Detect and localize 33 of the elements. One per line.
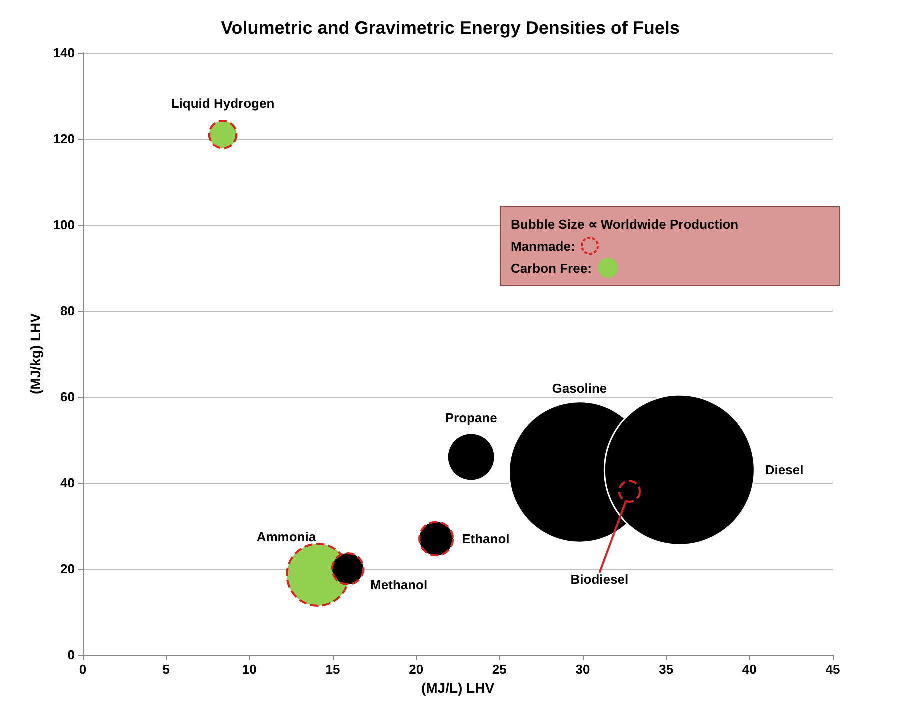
series-label: Diesel <box>765 462 804 478</box>
series-label: Ethanol <box>462 531 510 546</box>
y-tick-label: 40 <box>60 476 75 490</box>
annotation: Manmade: <box>511 238 576 254</box>
series-label: Methanol <box>370 578 428 592</box>
x-tick-label: 30 <box>576 662 590 677</box>
y-tick-label: 0 <box>68 648 75 662</box>
x-tick-label: 35 <box>659 662 674 677</box>
annotation: Bubble Size ∝ Worldwide Production <box>511 216 740 234</box>
x-tick-label: 10 <box>242 662 257 677</box>
chart-title: Volumetric and Gravimetric Energy Densities of Fuels <box>221 18 680 38</box>
y-tick-label: 80 <box>60 304 75 318</box>
y-tick-label: 120 <box>53 132 75 146</box>
y-axis-title: (MJ/kg) LHV <box>27 312 44 394</box>
series-label: Ammonia <box>256 530 317 545</box>
x-axis-title: (MJ/L) LHV <box>421 680 496 696</box>
y-tick-label: 20 <box>60 562 75 576</box>
x-tick-label: 20 <box>409 662 424 677</box>
text: Biodiesel <box>570 572 629 587</box>
y-tick-label: 100 <box>53 218 75 232</box>
y-tick-label: 140 <box>53 46 75 60</box>
x-tick-label: 45 <box>826 662 840 677</box>
series-label: Propane <box>445 410 498 426</box>
x-tick-label: 5 <box>162 662 170 677</box>
x-tick-label: 15 <box>326 662 340 677</box>
x-tick-label: 25 <box>492 662 507 677</box>
series-label: Liquid Hydrogen <box>171 96 275 112</box>
x-tick-label: 40 <box>742 662 757 677</box>
x-tick-label: 0 <box>79 662 87 677</box>
series-label: Gasoline <box>552 381 608 396</box>
annotation: Carbon Free: <box>511 260 592 276</box>
note-box: Bubble Size ∝ Worldwide Production Manmade: Carbon Free: <box>500 206 840 286</box>
y-tick-label: 60 <box>60 390 75 404</box>
